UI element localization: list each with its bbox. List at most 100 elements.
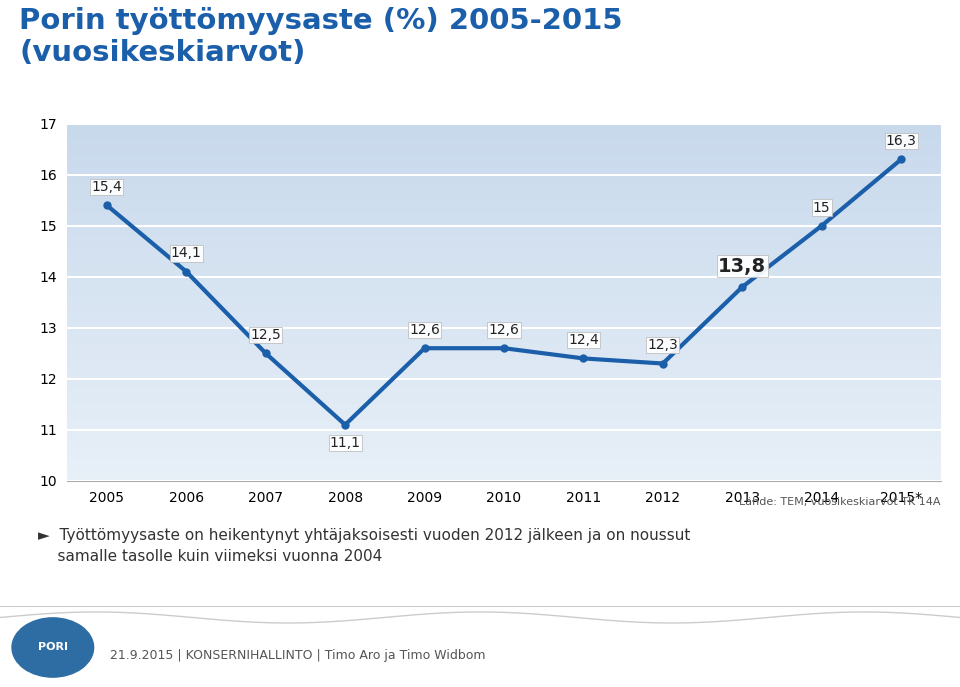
- Bar: [67, 224, 941, 225]
- Bar: [67, 454, 941, 456]
- Bar: [67, 349, 941, 350]
- Bar: [67, 470, 941, 472]
- Bar: [67, 211, 941, 213]
- Bar: [67, 479, 941, 481]
- Bar: [67, 300, 941, 302]
- Bar: [67, 474, 941, 475]
- Bar: [67, 210, 941, 211]
- Bar: [67, 267, 941, 269]
- Bar: [67, 443, 941, 445]
- Text: Porin työttömyysaste (%) 2005-2015
(vuosikeskiarvot): Porin työttömyysaste (%) 2005-2015 (vuos…: [19, 7, 623, 67]
- Bar: [67, 186, 941, 188]
- Bar: [67, 365, 941, 367]
- Bar: [67, 207, 941, 210]
- Bar: [67, 322, 941, 324]
- Bar: [67, 270, 941, 272]
- Bar: [67, 385, 941, 386]
- Bar: [67, 413, 941, 415]
- Bar: [67, 177, 941, 179]
- Bar: [67, 190, 941, 192]
- Bar: [67, 431, 941, 433]
- Bar: [67, 458, 941, 460]
- Bar: [67, 344, 941, 345]
- Bar: [67, 129, 941, 131]
- Bar: [67, 290, 941, 291]
- Bar: [67, 147, 941, 148]
- Bar: [67, 254, 941, 256]
- Bar: [67, 324, 941, 326]
- Bar: [67, 416, 941, 418]
- Bar: [67, 227, 941, 229]
- Bar: [67, 282, 941, 284]
- Bar: [67, 131, 941, 133]
- Bar: [67, 320, 941, 322]
- Bar: [67, 245, 941, 247]
- Bar: [67, 159, 941, 161]
- Bar: [67, 433, 941, 434]
- Bar: [67, 216, 941, 218]
- Bar: [67, 225, 941, 227]
- Bar: [67, 309, 941, 311]
- Bar: [67, 304, 941, 306]
- Text: PORI: PORI: [37, 642, 68, 653]
- Bar: [67, 436, 941, 438]
- Bar: [67, 174, 941, 175]
- Bar: [67, 463, 941, 465]
- Bar: [67, 260, 941, 261]
- Bar: [67, 331, 941, 333]
- Text: 12,5: 12,5: [251, 328, 281, 342]
- Bar: [67, 356, 941, 358]
- Bar: [67, 139, 941, 142]
- Bar: [67, 438, 941, 440]
- Bar: [67, 249, 941, 251]
- Bar: [67, 148, 941, 150]
- Bar: [67, 135, 941, 136]
- Bar: [67, 381, 941, 383]
- Bar: [67, 157, 941, 159]
- Bar: [67, 338, 941, 340]
- Bar: [67, 127, 941, 129]
- Bar: [67, 370, 941, 372]
- Bar: [67, 184, 941, 186]
- Bar: [67, 442, 941, 443]
- Bar: [67, 340, 941, 341]
- Bar: [67, 175, 941, 177]
- Bar: [67, 358, 941, 359]
- Bar: [67, 286, 941, 288]
- Bar: [67, 406, 941, 407]
- Bar: [67, 424, 941, 425]
- Bar: [67, 456, 941, 458]
- Bar: [67, 126, 941, 127]
- Bar: [67, 313, 941, 315]
- Bar: [67, 445, 941, 447]
- Bar: [67, 215, 941, 216]
- Bar: [67, 299, 941, 300]
- Bar: [67, 236, 941, 238]
- Bar: [67, 376, 941, 377]
- Bar: [67, 204, 941, 206]
- Bar: [67, 359, 941, 361]
- Bar: [67, 263, 941, 264]
- Bar: [67, 293, 941, 295]
- Bar: [67, 412, 941, 413]
- Bar: [67, 188, 941, 190]
- Text: ►  Työttömyysaste on heikentynyt yhtäjaksoisesti vuoden 2012 jälkeen ja on nouss: ► Työttömyysaste on heikentynyt yhtäjaks…: [37, 528, 690, 564]
- Bar: [67, 142, 941, 144]
- Bar: [67, 202, 941, 204]
- Bar: [67, 261, 941, 263]
- Bar: [67, 213, 941, 215]
- Bar: [67, 465, 941, 466]
- Bar: [67, 279, 941, 281]
- Bar: [67, 374, 941, 376]
- Bar: [67, 195, 941, 197]
- Bar: [67, 288, 941, 290]
- Bar: [67, 377, 941, 379]
- Bar: [67, 425, 941, 427]
- Bar: [67, 427, 941, 429]
- Bar: [67, 388, 941, 390]
- Text: 12,3: 12,3: [647, 338, 678, 352]
- Text: 14,1: 14,1: [171, 247, 202, 260]
- Bar: [67, 275, 941, 278]
- Text: 21.9.2015 | KONSERNIHALLINTO | Timo Aro ja Timo Widbom: 21.9.2015 | KONSERNIHALLINTO | Timo Aro …: [110, 649, 486, 662]
- Bar: [67, 361, 941, 363]
